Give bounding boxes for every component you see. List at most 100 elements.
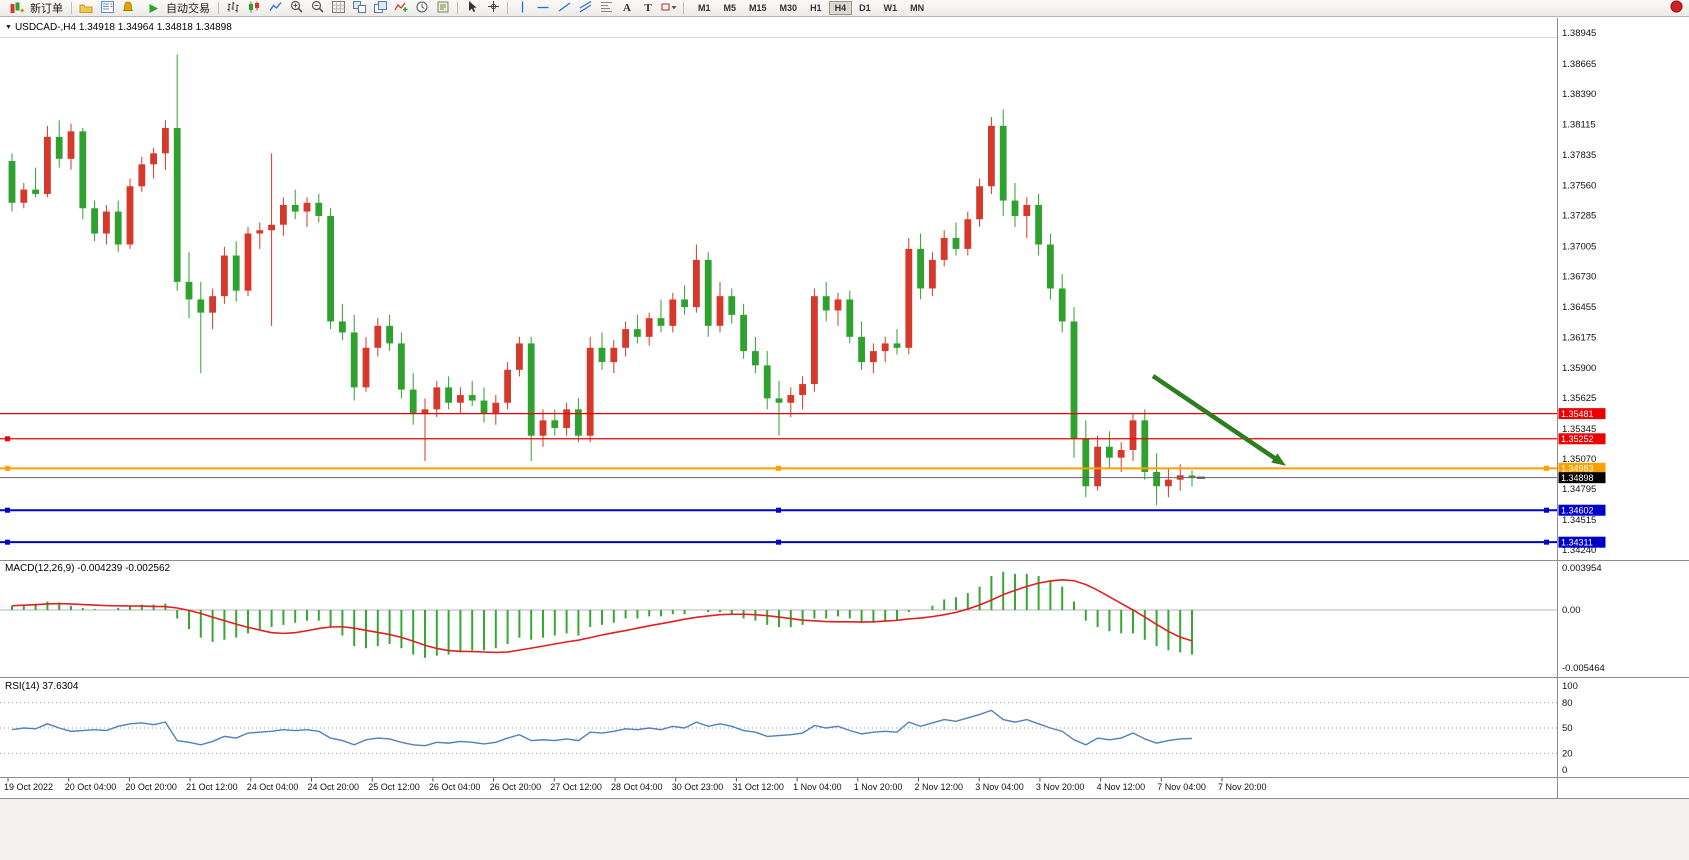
svg-text:27 Oct 12:00: 27 Oct 12:00	[550, 782, 602, 792]
svg-text:1.37560: 1.37560	[1562, 180, 1596, 191]
svg-text:1 Nov 04:00: 1 Nov 04:00	[793, 782, 842, 792]
clock-icon	[416, 1, 428, 16]
svg-text:25 Oct 12:00: 25 Oct 12:00	[368, 782, 420, 792]
rsi-name: RSI(14)	[5, 681, 40, 692]
autotrading-button[interactable]: 自动交易	[139, 1, 214, 16]
crosshair-button[interactable]	[483, 1, 503, 16]
template-icon	[437, 1, 449, 16]
grid-icon	[331, 0, 345, 16]
text-label-button[interactable]: T	[638, 1, 658, 16]
bottom-strip	[0, 799, 1689, 860]
cursor-button[interactable]	[462, 1, 482, 16]
svg-text:3 Nov 20:00: 3 Nov 20:00	[1036, 782, 1085, 792]
cascade-windows-button[interactable]	[370, 0, 390, 16]
indicators-button[interactable]	[391, 1, 411, 16]
svg-text:1.38665: 1.38665	[1562, 59, 1596, 70]
svg-text:50: 50	[1562, 723, 1573, 734]
price-axis[interactable]	[1558, 18, 1689, 798]
svg-text:20: 20	[1562, 748, 1573, 759]
candlestick-icon	[248, 1, 260, 16]
toolbar-separator	[218, 2, 219, 14]
timeframe-button-m15[interactable]: M15	[743, 1, 773, 15]
candlestick-chart-button[interactable]	[244, 1, 264, 16]
timeframe-toolbar: M1 M5 M15 M30 H1 H4 D1 W1 MN	[692, 1, 930, 15]
svg-text:1.35070: 1.35070	[1562, 454, 1596, 465]
timeframe-button-m5[interactable]: M5	[718, 1, 743, 15]
svg-text:26 Oct 20:00: 26 Oct 20:00	[490, 782, 542, 792]
shapes-dropdown-icon	[661, 1, 678, 16]
svg-text:2 Nov 12:00: 2 Nov 12:00	[915, 782, 964, 792]
rsi-indicator-label: RSI(14) 37.6304	[5, 681, 78, 692]
shapes-button[interactable]	[659, 1, 679, 16]
chart-ohlc-title: ▼ USDCAD-,H4 1.34918 1.34964 1.34818 1.34…	[5, 22, 232, 33]
timeframe-button-d1[interactable]: D1	[853, 1, 877, 15]
svg-text:24 Oct 20:00: 24 Oct 20:00	[308, 782, 360, 792]
svg-text:1.34311: 1.34311	[1561, 537, 1593, 547]
svg-text:1.36455: 1.36455	[1562, 302, 1596, 313]
cascade-windows-icon	[373, 0, 387, 16]
timeframe-button-m30[interactable]: M30	[774, 1, 804, 15]
bell-icon	[122, 1, 134, 16]
svg-text:0.003954: 0.003954	[1562, 563, 1602, 574]
toolbar-separator	[457, 2, 458, 14]
new-order-label: 新订单	[30, 3, 63, 15]
timeframe-button-h1[interactable]: H1	[804, 1, 828, 15]
profiles-button[interactable]	[76, 1, 96, 16]
horizontal-line-button[interactable]	[533, 1, 553, 16]
autotrading-play-icon	[143, 1, 163, 16]
time-axis[interactable]	[0, 777, 1557, 798]
svg-text:31 Oct 12:00: 31 Oct 12:00	[732, 782, 784, 792]
bar-chart-button[interactable]	[223, 1, 243, 16]
tile-windows-button[interactable]	[349, 0, 369, 16]
timeframe-button-mn[interactable]: MN	[904, 1, 930, 15]
line-chart-button[interactable]	[265, 1, 285, 16]
svg-text:7 Nov 20:00: 7 Nov 20:00	[1218, 782, 1267, 792]
timeframe-button-w1[interactable]: W1	[878, 1, 904, 15]
list-icon	[100, 0, 114, 16]
zoom-in-icon	[290, 0, 303, 16]
collapse-triangle-icon[interactable]: ▼	[5, 24, 12, 31]
timeframe-button-m1[interactable]: M1	[692, 1, 717, 15]
svg-text:1.38390: 1.38390	[1562, 89, 1596, 100]
svg-text:1.35900: 1.35900	[1562, 363, 1596, 374]
vertical-line-button[interactable]	[512, 1, 532, 16]
svg-text:20 Oct 04:00: 20 Oct 04:00	[65, 782, 117, 792]
templates-button[interactable]	[433, 1, 453, 16]
svg-text:7 Nov 04:00: 7 Nov 04:00	[1157, 782, 1206, 792]
svg-text:1.34515: 1.34515	[1562, 515, 1596, 526]
chart-canvas[interactable]	[0, 18, 1557, 777]
svg-text:1.38945: 1.38945	[1562, 28, 1596, 39]
svg-text:3 Nov 04:00: 3 Nov 04:00	[975, 782, 1024, 792]
svg-text:21 Oct 12:00: 21 Oct 12:00	[186, 782, 238, 792]
svg-text:24 Oct 04:00: 24 Oct 04:00	[247, 782, 299, 792]
grid-button[interactable]	[328, 0, 348, 16]
svg-text:1.35625: 1.35625	[1562, 393, 1596, 404]
channel-button[interactable]	[575, 0, 595, 16]
macd-indicator-label: MACD(12,26,9) -0.004239 -0.002562	[5, 563, 170, 574]
periods-button[interactable]	[412, 1, 432, 16]
text-button[interactable]: A	[617, 1, 637, 16]
svg-text:1.37285: 1.37285	[1562, 211, 1596, 222]
svg-text:1.36175: 1.36175	[1562, 333, 1596, 344]
svg-text:1.38115: 1.38115	[1562, 119, 1596, 130]
svg-text:1.34795: 1.34795	[1562, 484, 1596, 495]
alerts-button[interactable]	[118, 1, 138, 16]
svg-text:26 Oct 04:00: 26 Oct 04:00	[429, 782, 481, 792]
trendline-button[interactable]	[554, 1, 574, 16]
market-watch-button[interactable]	[97, 0, 117, 16]
timeframe-button-h4[interactable]: H4	[828, 1, 853, 15]
fibonacci-button[interactable]	[596, 1, 616, 16]
new-order-button[interactable]: 新订单	[3, 1, 67, 16]
zoom-out-button[interactable]	[307, 0, 327, 16]
indicators-icon	[394, 1, 408, 16]
toolbar-separator	[507, 2, 508, 14]
svg-text:30 Oct 23:00: 30 Oct 23:00	[672, 782, 724, 792]
svg-text:0: 0	[1562, 765, 1567, 776]
svg-text:-0.005464: -0.005464	[1562, 663, 1605, 674]
toolbar-separator	[683, 2, 684, 14]
chart-ohlc-values: 1.34918 1.34964 1.34818 1.34898	[78, 22, 232, 33]
tile-windows-icon	[352, 0, 366, 16]
notifications-button[interactable]	[1666, 0, 1686, 16]
zoom-in-button[interactable]	[286, 0, 306, 16]
